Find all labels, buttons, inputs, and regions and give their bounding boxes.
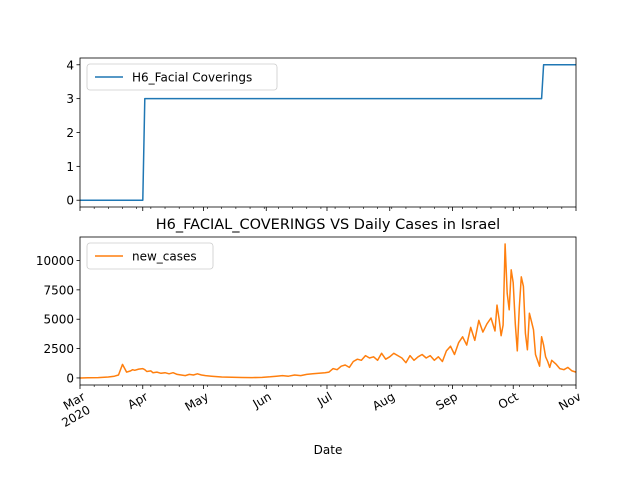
y-tick-label: 5000	[43, 313, 74, 327]
x-tick-label: Oct	[496, 389, 521, 412]
x-tick-label-line: Jun	[250, 389, 274, 411]
x-tick-label-line: Apr	[125, 389, 150, 412]
legend-box	[86, 242, 214, 270]
legend-box	[86, 63, 278, 91]
y-tick-label: 2500	[43, 342, 74, 356]
x-axis-label: Date	[314, 443, 343, 457]
y-tick-label: 4	[66, 58, 74, 72]
x-tick-label-line: Oct	[496, 389, 521, 412]
axes-frame	[79, 236, 577, 386]
series-line-new-cases	[79, 243, 577, 379]
series-line-h6-facial-coverings	[80, 64, 576, 201]
x-tick-label: Mar2020	[52, 389, 94, 430]
x-tick-label: Nov	[556, 389, 583, 413]
legend-label: H6_Facial Coverings	[132, 71, 252, 85]
x-tick-label: Jun	[250, 389, 274, 411]
x-tick-label: Aug	[370, 389, 397, 413]
x-tick-label-line: Jul	[314, 389, 334, 409]
x-tick-label-line: Nov	[556, 389, 583, 413]
y-tick-label: 2	[66, 126, 74, 140]
y-tick-label: 0	[66, 371, 74, 385]
x-tick-label: May	[183, 389, 211, 414]
y-tick-label: 1	[66, 160, 74, 174]
x-tick-label: Sep	[433, 389, 460, 412]
legend-label: new_cases	[132, 250, 197, 264]
legend: new_cases	[86, 242, 214, 270]
x-tick-label-line: May	[183, 389, 211, 414]
y-tick-label: 0	[66, 194, 74, 208]
y-tick-label: 3	[66, 92, 74, 106]
y-tick-label: 10000	[36, 254, 74, 268]
bottom-panel: 0 2500 5000 7500 10000 Mar2020 Apr May Jun Jul Aug…	[36, 217, 584, 457]
y-tick-label: 7500	[43, 283, 74, 297]
x-tick-label: Jul	[314, 389, 334, 409]
x-tick-label-line: Sep	[433, 389, 460, 412]
legend: H6_Facial Coverings	[86, 63, 278, 91]
x-tick-label: Apr	[125, 389, 150, 412]
chart-title: H6_FACIAL_COVERINGS VS Daily Cases in Is…	[156, 217, 500, 233]
top-panel: 0 1 2 3 4 H6_Facial Coverings	[66, 57, 577, 211]
x-tick-label-line: Aug	[370, 389, 397, 413]
